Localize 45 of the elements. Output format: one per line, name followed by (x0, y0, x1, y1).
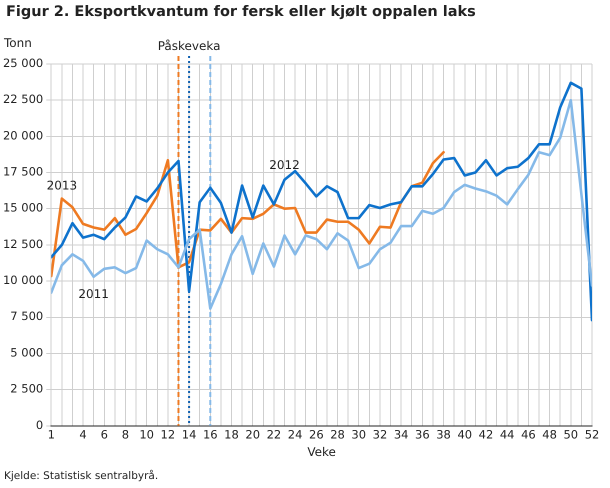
x-tick-label: 40 (457, 428, 472, 442)
x-tick-label: 10 (139, 428, 154, 442)
x-tick-label: 52 (584, 428, 600, 442)
y-tick-label: 10 000 (2, 273, 44, 288)
x-tick-label: 36 (415, 428, 430, 442)
x-tick-label: 6 (100, 428, 108, 442)
x-tick-label: 48 (542, 428, 557, 442)
y-tick-label: 12 500 (2, 236, 44, 251)
series-label: 2011 (78, 286, 109, 301)
x-tick-label: 30 (351, 428, 366, 442)
y-tick-label: 5 000 (10, 345, 44, 360)
x-tick-label: 20 (245, 428, 260, 442)
x-tick-label: 50 (563, 428, 578, 442)
x-tick-label: 8 (122, 428, 130, 442)
x-tick-label: 12 (160, 428, 176, 442)
x-tick-label: 32 (372, 428, 388, 442)
x-tick-label: 24 (288, 428, 302, 442)
series-label: 2013 (46, 178, 78, 193)
chart-title: Figur 2. Eksportkvantum for fersk eller kjølt oppalen laks (6, 4, 476, 20)
x-axis-title: Veke (307, 444, 336, 459)
y-tick-label: 7 500 (10, 309, 44, 324)
x-tick-label: 18 (224, 428, 239, 442)
x-tick-label: 42 (478, 428, 494, 442)
x-tick-label: 34 (394, 428, 408, 442)
text: Kjelde: Statistisk sentralbyrå. (4, 470, 158, 482)
x-tick-label: 46 (521, 428, 536, 442)
y-tick-label: 2 500 (10, 382, 44, 396)
x-tick-label: 1 (48, 428, 55, 442)
series-label: 2012 (269, 158, 300, 172)
x-tick-label: 28 (330, 428, 345, 442)
annotation: Påskeveka (158, 39, 220, 54)
y-tick-label: 15 000 (2, 200, 44, 215)
y-tick-label: 17 500 (2, 164, 44, 179)
x-tick-label: 26 (308, 428, 324, 442)
y-axis-title: Tonn (4, 36, 32, 50)
y-tick-label: 25 000 (2, 56, 44, 70)
x-tick-label: 16 (202, 428, 218, 442)
x-tick-label: 44 (500, 428, 514, 442)
x-tick-label: 22 (266, 428, 282, 442)
y-tick-label: 20 000 (2, 128, 44, 142)
x-tick-label: 38 (436, 428, 451, 442)
x-tick-label: 4 (79, 428, 87, 442)
x-tick-label: 14 (182, 428, 196, 442)
y-tick-label: 0 (36, 418, 44, 432)
y-tick-label: 22 500 (2, 92, 44, 106)
